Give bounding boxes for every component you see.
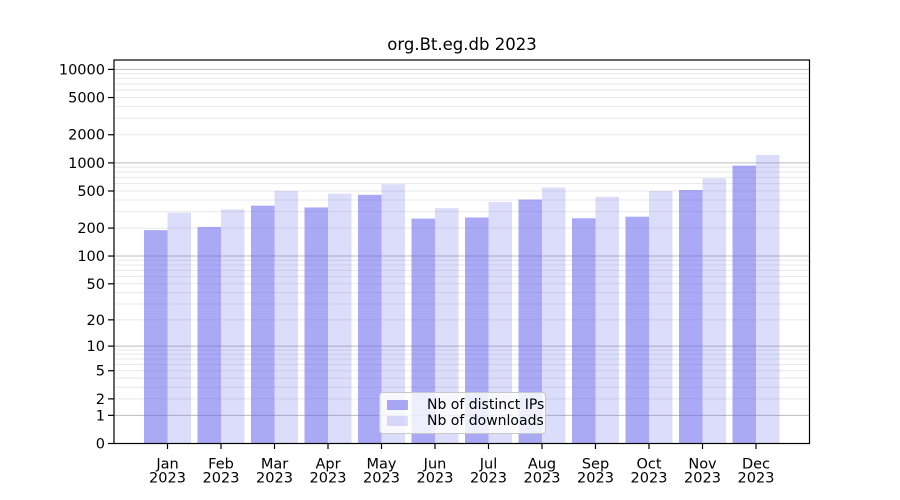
x-tick-label-month: Apr bbox=[315, 457, 340, 473]
y-tick-label: 0 bbox=[96, 437, 105, 453]
bar-distinct-ips-mar bbox=[251, 205, 275, 444]
x-tick-label-year: 2023 bbox=[203, 471, 240, 487]
x-tick-label-month: Feb bbox=[208, 457, 234, 473]
plot-border bbox=[113, 59, 811, 445]
bar-distinct-ips-oct bbox=[625, 216, 649, 444]
x-tick-label-year: 2023 bbox=[256, 471, 293, 487]
x-tick-label-year: 2023 bbox=[363, 471, 400, 487]
x-tick-label-month: Oct bbox=[636, 457, 661, 473]
x-tick-label-year: 2023 bbox=[738, 471, 775, 487]
bar-distinct-ips-sep bbox=[572, 218, 596, 444]
y-tick-label: 1000 bbox=[68, 156, 105, 172]
x-tick-label-year: 2023 bbox=[631, 471, 668, 487]
y-tick-label: 10000 bbox=[59, 62, 105, 78]
bar-distinct-ips-jun bbox=[411, 218, 435, 444]
bar-downloads-may bbox=[381, 184, 405, 444]
x-tick-label-year: 2023 bbox=[470, 471, 507, 487]
y-tick-label: 100 bbox=[77, 249, 105, 265]
x-tick-label-year: 2023 bbox=[577, 471, 614, 487]
bar-downloads-dec bbox=[756, 154, 780, 444]
bar-distinct-ips-aug bbox=[518, 199, 542, 444]
bar-downloads-sep bbox=[595, 196, 619, 444]
bar-downloads-mar bbox=[274, 190, 298, 444]
y-tick-label: 200 bbox=[77, 221, 105, 237]
y-tick-label: 5000 bbox=[68, 91, 105, 107]
x-tick-label-month: Mar bbox=[261, 457, 288, 473]
x-tick-label-year: 2023 bbox=[417, 471, 454, 487]
bar-downloads-oct bbox=[649, 190, 673, 444]
x-tick-label-month: Sep bbox=[582, 457, 609, 473]
y-tick-label: 50 bbox=[87, 277, 105, 293]
x-tick-label-month: Aug bbox=[528, 457, 556, 473]
bar-downloads-jun bbox=[435, 208, 459, 444]
x-tick-label-month: May bbox=[367, 457, 397, 473]
x-tick-label-month: Jan bbox=[155, 457, 178, 473]
bar-downloads-aug bbox=[542, 187, 566, 444]
y-tick-label: 2000 bbox=[68, 128, 105, 144]
y-tick-label: 500 bbox=[77, 184, 105, 200]
x-tick-label-month: Jul bbox=[479, 457, 498, 473]
y-tick-label: 10 bbox=[87, 339, 105, 355]
bar-downloads-apr bbox=[328, 193, 352, 444]
bar-distinct-ips-dec bbox=[732, 165, 756, 444]
bar-distinct-ips-jan bbox=[144, 230, 168, 444]
y-tick-label: 1 bbox=[96, 408, 105, 424]
legend-item-distinct-ips: Nb of distinct IPs bbox=[387, 398, 544, 412]
x-tick-label-month: Jun bbox=[423, 457, 447, 473]
legend-label-distinct-ips: Nb of distinct IPs bbox=[427, 396, 545, 413]
x-tick-label-year: 2023 bbox=[149, 471, 186, 487]
y-tick-label: 2 bbox=[96, 392, 105, 408]
bar-distinct-ips-may bbox=[358, 194, 382, 444]
legend-label-downloads: Nb of downloads bbox=[427, 413, 544, 430]
legend-swatch-downloads bbox=[387, 416, 408, 427]
y-tick-label: 20 bbox=[87, 313, 105, 329]
bar-distinct-ips-feb bbox=[197, 226, 221, 444]
bar-distinct-ips-apr bbox=[304, 207, 328, 444]
x-tick-label-year: 2023 bbox=[524, 471, 561, 487]
chart-title: org.Bt.eg.db 2023 bbox=[387, 35, 537, 54]
bar-downloads-jan bbox=[167, 212, 191, 444]
legend-swatch-distinct-ips bbox=[387, 399, 408, 410]
legend: Nb of distinct IPs Nb of downloads bbox=[379, 392, 546, 434]
y-tick-label: 5 bbox=[96, 364, 105, 380]
x-tick-label-month: Nov bbox=[688, 457, 717, 473]
bar-distinct-ips-nov bbox=[679, 190, 703, 444]
x-tick-label-month: Dec bbox=[742, 457, 770, 473]
x-tick-label-year: 2023 bbox=[684, 471, 721, 487]
x-tick-label-year: 2023 bbox=[310, 471, 347, 487]
bar-downloads-feb bbox=[221, 209, 245, 444]
bar-downloads-nov bbox=[702, 178, 726, 444]
bar-downloads-jul bbox=[488, 202, 512, 444]
legend-item-downloads: Nb of downloads bbox=[387, 414, 544, 428]
bar-distinct-ips-jul bbox=[465, 217, 489, 444]
